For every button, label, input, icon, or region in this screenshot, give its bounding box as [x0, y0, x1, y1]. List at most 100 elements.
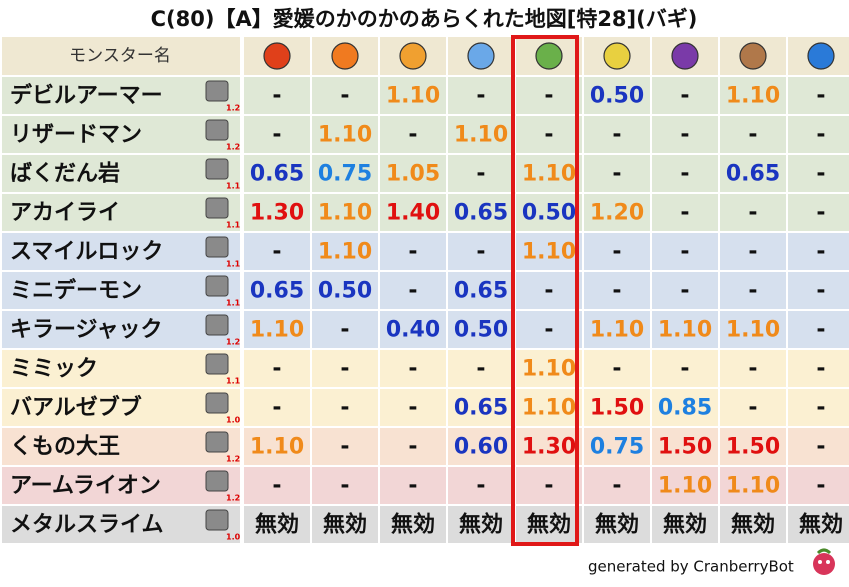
value-cell	[312, 194, 378, 231]
resistance-value: -	[748, 123, 757, 148]
value-cell	[448, 428, 514, 465]
element-icon	[739, 42, 767, 70]
resistance-value: 1.10	[726, 474, 780, 499]
value-cell	[312, 155, 378, 192]
monster-level: 1.1	[226, 221, 241, 230]
value-cell	[788, 116, 849, 153]
resistance-value: 無効	[595, 512, 639, 538]
monster-name: ミミック	[10, 357, 98, 382]
resistance-value: 1.10	[522, 162, 576, 187]
value-cell	[380, 233, 446, 270]
resistance-value: 0.75	[318, 162, 372, 187]
resistance-value: -	[816, 435, 825, 460]
value-cell	[244, 311, 310, 348]
resistance-value: 0.50	[318, 279, 372, 304]
resistance-value: -	[816, 318, 825, 343]
resistance-value: -	[476, 162, 485, 187]
value-cell	[516, 233, 582, 270]
resistance-value: 無効	[663, 512, 707, 538]
monster-level: 1.1	[226, 182, 241, 191]
element-icon	[331, 42, 359, 70]
element-icon	[467, 42, 495, 70]
resistance-value: -	[340, 474, 349, 499]
resistance-value: 無効	[323, 512, 367, 538]
resistance-value: -	[272, 240, 281, 265]
resistance-value: 0.50	[454, 318, 508, 343]
resistance-value: -	[748, 279, 757, 304]
resistance-value: 1.10	[658, 474, 712, 499]
value-cell	[720, 311, 786, 348]
value-cell	[652, 155, 718, 192]
value-cell	[380, 116, 446, 153]
resistance-value: -	[612, 279, 621, 304]
resistance-value: 0.65	[454, 201, 508, 226]
value-cell	[516, 428, 582, 465]
value-cell	[312, 77, 378, 114]
value-cell	[788, 428, 849, 465]
resistance-value: -	[680, 84, 689, 109]
value-cell	[788, 77, 849, 114]
footer: generated by CranberryBot	[588, 558, 794, 576]
resistance-value: -	[816, 474, 825, 499]
value-cell	[652, 272, 718, 309]
value-cell	[652, 467, 718, 504]
resistance-value: 1.05	[386, 162, 440, 187]
value-cell	[312, 272, 378, 309]
monster-level: 1.1	[226, 377, 241, 386]
resistance-value: 0.65	[250, 279, 304, 304]
value-cell	[380, 506, 446, 543]
resistance-value: -	[816, 279, 825, 304]
value-cell	[652, 116, 718, 153]
value-cell	[312, 428, 378, 465]
resistance-value: 1.10	[726, 84, 780, 109]
monster-level: 1.1	[226, 299, 241, 308]
resistance-value: 0.85	[658, 396, 712, 421]
monster-name: リザードマン	[10, 123, 142, 148]
resistance-value: -	[340, 357, 349, 382]
monster-level: 1.2	[226, 455, 240, 464]
resistance-value: -	[748, 240, 757, 265]
resistance-value: 0.65	[250, 162, 304, 187]
monster-level: 1.0	[226, 533, 241, 542]
resistance-value: 1.10	[522, 240, 576, 265]
resistance-value: 1.10	[658, 318, 712, 343]
value-cell	[584, 77, 650, 114]
monster-icon	[205, 197, 229, 219]
value-cell	[516, 77, 582, 114]
value-cell	[720, 350, 786, 387]
monster-name: デビルアーマー	[10, 83, 163, 109]
resistance-value: -	[816, 123, 825, 148]
value-cell	[312, 233, 378, 270]
name-cell	[2, 428, 240, 465]
resistance-value: -	[476, 357, 485, 382]
value-cell	[720, 428, 786, 465]
value-cell	[448, 350, 514, 387]
value-cell	[516, 389, 582, 426]
resistance-value: 0.75	[590, 435, 644, 460]
resistance-value: 無効	[799, 512, 843, 538]
value-cell	[584, 350, 650, 387]
resistance-value: -	[340, 435, 349, 460]
value-cell	[584, 272, 650, 309]
resistance-value: 無効	[731, 512, 775, 538]
value-cell	[448, 311, 514, 348]
value-cell	[312, 311, 378, 348]
monster-icon	[205, 392, 229, 414]
resistance-value: 1.50	[590, 396, 644, 421]
value-cell	[720, 272, 786, 309]
resistance-value: 1.30	[250, 201, 304, 226]
value-cell	[720, 77, 786, 114]
value-cell	[788, 506, 849, 543]
resistance-value: -	[612, 123, 621, 148]
value-cell	[720, 389, 786, 426]
value-cell	[516, 155, 582, 192]
value-cell	[584, 311, 650, 348]
resistance-value: -	[748, 201, 757, 226]
value-cell	[312, 506, 378, 543]
value-cell	[380, 428, 446, 465]
name-cell	[2, 389, 240, 426]
value-cell	[584, 506, 650, 543]
monster-name: バアルゼブブ	[10, 395, 142, 421]
value-cell	[380, 389, 446, 426]
value-cell	[244, 272, 310, 309]
